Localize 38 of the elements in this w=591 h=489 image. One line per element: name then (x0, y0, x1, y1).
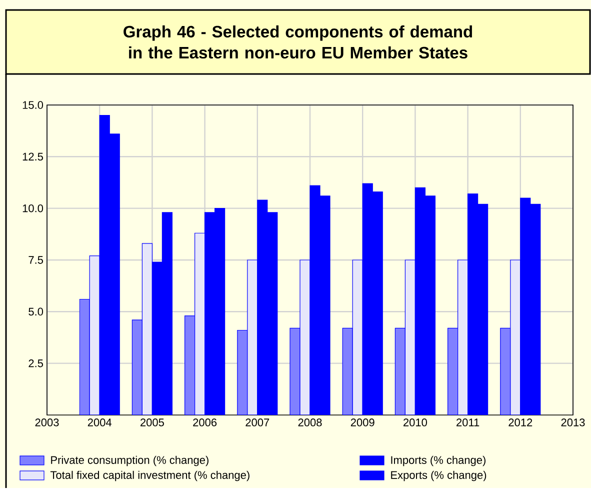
bar (79, 299, 90, 416)
y-tick-label: 15.0 (22, 101, 44, 110)
bar (510, 260, 521, 416)
y-tick-label: 12.5 (22, 152, 43, 161)
x-tick-label: 2011 (456, 418, 480, 426)
legend-label: Exports (% change) (391, 470, 486, 482)
y-tick-label: 5.0 (28, 308, 44, 316)
bar (448, 328, 458, 416)
bar (184, 316, 196, 416)
bar (352, 260, 363, 416)
bar (89, 256, 100, 416)
bar (405, 260, 416, 416)
bar (500, 328, 511, 416)
legend-label: Total fixed capital investment (% change) (50, 470, 250, 482)
y-tick-label: 2.5 (28, 360, 43, 368)
bar (458, 260, 468, 416)
x-tick-label: 2013 (561, 418, 585, 426)
legend-label: Private consumption (% change) (51, 456, 208, 466)
x-tick-label: 2006 (193, 418, 217, 426)
bar (237, 330, 248, 416)
y-tick-label: 7.5 (28, 256, 43, 264)
bar (395, 328, 406, 416)
bar (194, 232, 206, 416)
bar (342, 328, 353, 416)
x-tick-label: 2012 (508, 418, 532, 426)
chart-title: Graph 46 - Selected components of demand in the Eastern non-euro EU Member States (124, 26, 472, 59)
x-tick-label: 2003 (35, 418, 59, 426)
x-tick-label: 2004 (88, 418, 112, 426)
x-tick-label: 2009 (350, 418, 374, 426)
x-tick-label: 2005 (140, 418, 164, 426)
x-tick-label: 2007 (246, 418, 270, 426)
bar (247, 260, 258, 416)
bar (142, 243, 153, 416)
x-tick-label: 2010 (404, 418, 427, 426)
bar (132, 320, 143, 416)
y-tick-label: 10.0 (22, 204, 44, 212)
x-tick-label: 2008 (298, 418, 322, 426)
legend-label: Imports (% change) (391, 456, 486, 466)
